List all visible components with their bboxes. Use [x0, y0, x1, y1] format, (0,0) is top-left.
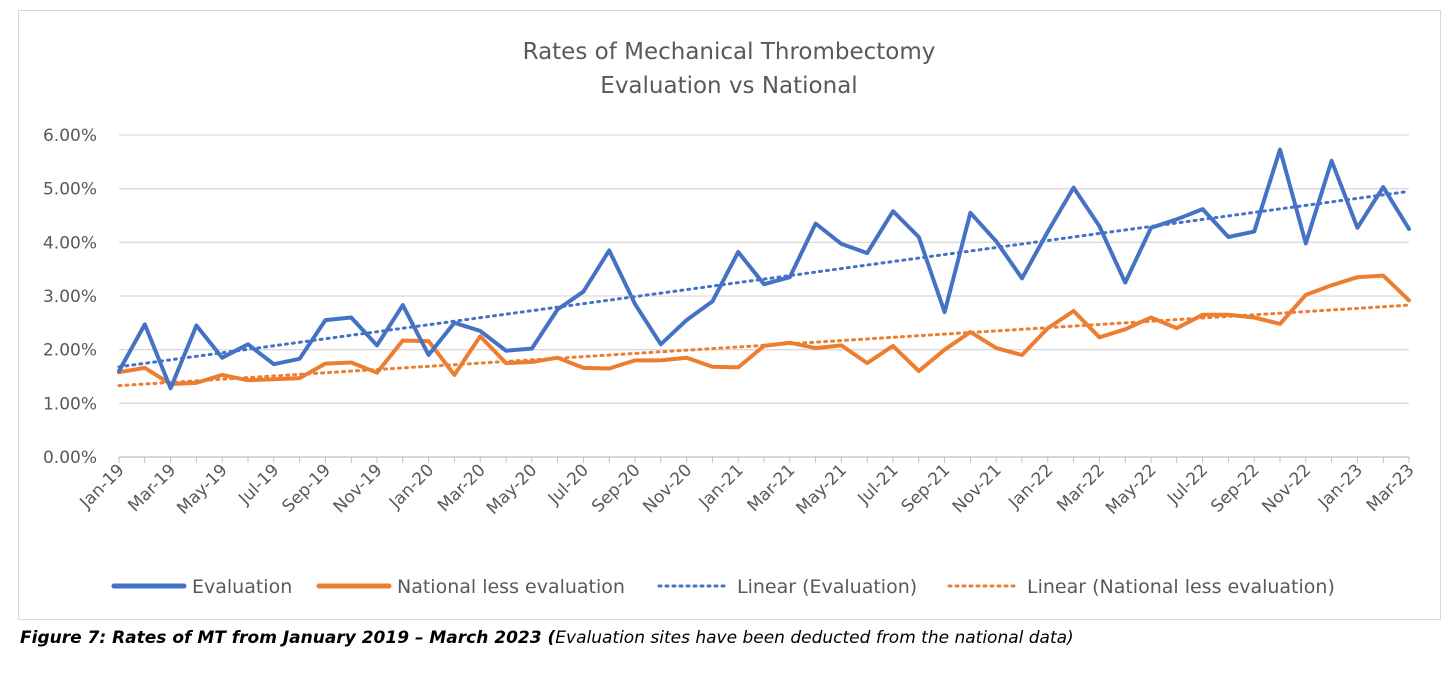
legend: Evaluation National less evaluation Linear… — [111, 576, 1335, 598]
y-tick-label: 4.00% — [43, 233, 97, 253]
y-axis-ticks: 0.00% 1.00% 2.00% 3.00% 4.00% 5.00% 6.00% — [43, 126, 97, 468]
x-tick-label: Mar-19 — [124, 460, 180, 516]
figure-caption: Figure 7: Rates of MT from January 2019 … — [20, 628, 1074, 648]
x-tick-label: Nov-19 — [330, 460, 387, 517]
y-tick-label: 1.00% — [43, 394, 97, 414]
chart-frame: Rates of Mechanical Thrombectomy Evaluat… — [18, 10, 1441, 620]
chart-title-line-1: Rates of Mechanical Thrombectomy — [523, 39, 936, 65]
caption-note: Evaluation sites have been deducted from… — [555, 628, 1074, 648]
x-tick-label: Nov-22 — [1258, 460, 1315, 517]
legend-label: Linear (Evaluation) — [737, 576, 917, 598]
y-tick-label: 6.00% — [43, 126, 97, 146]
series-line-1 — [117, 273, 1411, 386]
x-tick-label: Jul-20 — [544, 460, 593, 509]
x-tick-label: Sep-21 — [898, 460, 954, 516]
x-tick-label: May-19 — [173, 460, 231, 518]
x-tick-label: May-22 — [1102, 460, 1160, 518]
x-tick-label: May-21 — [793, 460, 851, 518]
legend-label: National less evaluation — [397, 576, 625, 598]
x-tick-label: Jul-21 — [854, 460, 903, 509]
x-tick-label: Mar-23 — [1363, 460, 1419, 516]
x-tick-label: Sep-22 — [1207, 460, 1263, 516]
x-tick-label: Jan-19 — [76, 460, 129, 513]
x-tick-label: May-20 — [483, 460, 541, 518]
series-line-0 — [117, 147, 1411, 391]
x-tick-label: Jan-22 — [1004, 460, 1057, 513]
caption-paren: ( — [541, 628, 556, 648]
x-tick-label: Jan-23 — [1314, 460, 1367, 513]
x-tick-label: Jul-19 — [234, 460, 283, 509]
y-tick-label: 0.00% — [43, 448, 97, 468]
x-tick-label: Jul-22 — [1163, 460, 1212, 509]
x-tick-label: Sep-20 — [588, 460, 644, 516]
chart-title-line-2: Evaluation vs National — [600, 73, 857, 99]
y-tick-label: 3.00% — [43, 287, 97, 307]
chart-title: Rates of Mechanical Thrombectomy Evaluat… — [523, 39, 936, 99]
chart: Rates of Mechanical Thrombectomy Evaluat… — [43, 39, 1419, 598]
x-tick-label: Jan-20 — [385, 460, 438, 513]
y-tick-label: 5.00% — [43, 180, 97, 200]
x-tick-label: Mar-22 — [1053, 460, 1109, 516]
y-tick-label: 2.00% — [43, 341, 97, 361]
x-tick-label: Jan-21 — [695, 460, 748, 513]
x-tick-label: Mar-21 — [744, 460, 800, 516]
gridlines — [119, 134, 1409, 458]
caption-bold: Figure 7: Rates of MT from January 2019 … — [20, 628, 542, 648]
x-tick-label: Nov-21 — [949, 460, 1006, 517]
trendline-2 — [117, 189, 1411, 369]
legend-label: Evaluation — [192, 576, 292, 598]
x-tick-label: Sep-19 — [278, 460, 334, 516]
series — [117, 147, 1411, 391]
x-tick-label: Mar-20 — [434, 460, 490, 516]
x-tick-label: Nov-20 — [639, 460, 696, 517]
legend-label: Linear (National less evaluation) — [1027, 576, 1335, 598]
